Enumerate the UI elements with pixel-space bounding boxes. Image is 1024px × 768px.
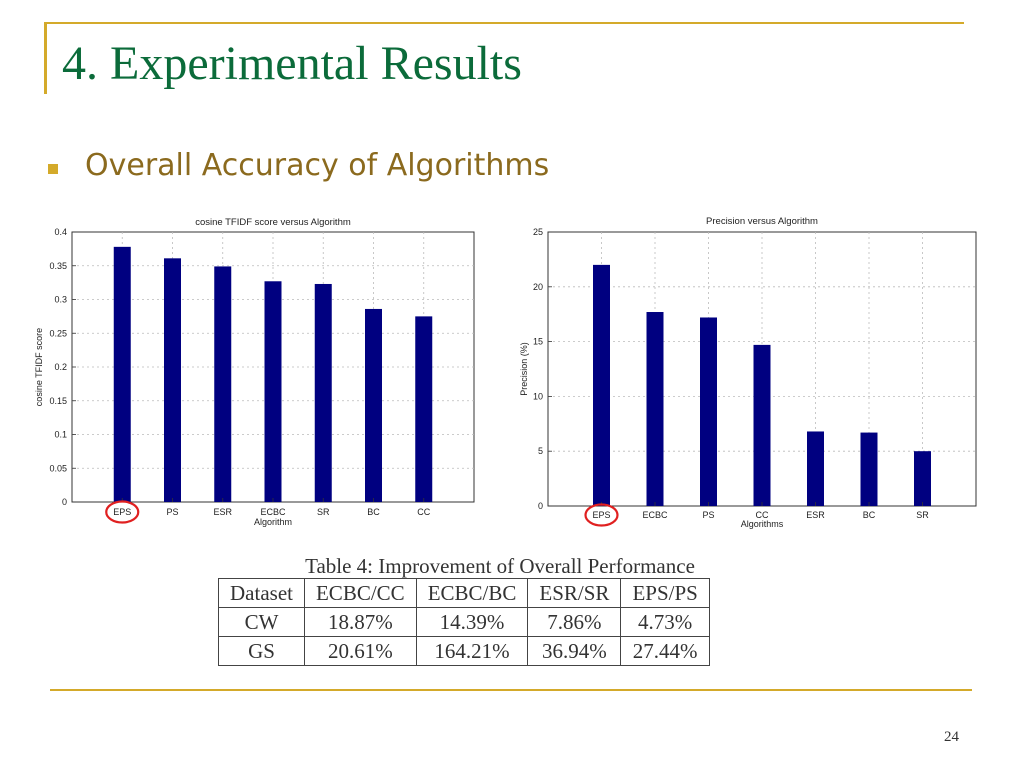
table-cell: 164.21%: [415, 636, 529, 666]
performance-table: Dataset ECBC/CC ECBC/BC ESR/SR EPS/PS CW…: [218, 578, 710, 666]
y-tick-label: 0.25: [49, 328, 67, 338]
x-tick-label: CC: [756, 510, 769, 520]
y-tick-label: 0.4: [54, 227, 67, 237]
y-tick-label: 0.05: [49, 463, 67, 473]
y-tick-label: 0.15: [49, 396, 67, 406]
y-tick-label: 20: [533, 282, 543, 292]
table-cell: 36.94%: [527, 636, 622, 666]
bar: [314, 283, 332, 502]
x-tick-label: BC: [367, 507, 380, 517]
bar: [593, 264, 610, 506]
table-caption: Table 4: Improvement of Overall Performa…: [305, 554, 695, 578]
x-tick-label: ESR: [806, 510, 825, 520]
table-cell: 20.61%: [303, 636, 417, 666]
x-tick-label: CC: [417, 507, 430, 517]
chart-title: cosine TFIDF score versus Algorithm: [195, 217, 351, 228]
y-tick-label: 10: [533, 391, 543, 401]
x-tick-label: ECBC: [642, 510, 668, 520]
y-tick-label: 0.35: [49, 261, 67, 271]
x-tick-label: EPS: [113, 507, 131, 517]
y-tick-label: 15: [533, 337, 543, 347]
y-tick-label: 5: [538, 446, 543, 456]
bar: [700, 317, 717, 506]
x-tick-label: EPS: [592, 510, 610, 520]
slide-title: 4. Experimental Results: [62, 37, 522, 90]
table-header-cell: ECBC/CC: [303, 578, 417, 608]
y-tick-label: 0.1: [54, 430, 67, 440]
table-cell: 18.87%: [303, 607, 417, 637]
table-header-cell: ESR/SR: [527, 578, 622, 608]
table-row: CW 18.87% 14.39% 7.86% 4.73%: [218, 607, 710, 637]
tfidf-bar-chart: 0 0.05 0.1 0.15 0.2 0.25 0.3 0.35 0.4 EPS PS ESR ECB…: [34, 217, 475, 527]
bar: [860, 432, 878, 506]
bar: [214, 266, 232, 502]
title-frame-top-rule: [44, 22, 964, 24]
y-tick-label: 0: [62, 497, 67, 507]
bottom-rule: [50, 689, 972, 691]
bar: [807, 431, 824, 506]
bar: [914, 451, 931, 506]
x-tick-label: ESR: [213, 507, 232, 517]
chart-title: Precision versus Algorithm: [706, 216, 818, 227]
y-tick-label: 25: [533, 227, 543, 237]
bullet-heading: Overall Accuracy of Algorithms: [85, 148, 550, 183]
bar: [646, 312, 664, 506]
table-cell: CW: [218, 607, 305, 637]
bar: [264, 281, 282, 502]
table-cell: 14.39%: [415, 607, 529, 637]
y-tick-label: 0.3: [54, 295, 67, 305]
x-axis-label: Algorithm: [254, 517, 292, 527]
x-tick-label: ECBC: [260, 507, 286, 517]
bar: [164, 258, 181, 502]
table-cell: 27.44%: [620, 636, 710, 666]
x-tick-label: PS: [166, 507, 178, 517]
x-tick-label: BC: [863, 510, 876, 520]
page-number: 24: [944, 729, 959, 745]
bar: [415, 316, 433, 502]
table-header-cell: Dataset: [218, 578, 305, 608]
bar: [365, 308, 382, 502]
highlight-circle: [105, 500, 140, 524]
table-cell: GS: [218, 636, 305, 666]
table-header-row: Dataset ECBC/CC ECBC/BC ESR/SR EPS/PS: [218, 578, 710, 608]
y-tick-label: 0.2: [54, 362, 67, 372]
precision-bar-chart: 0 5 10 15 20 25 EPS ECBC PS CC ESR BC SR Precision ve…: [519, 216, 977, 529]
bullet-square-icon: [48, 164, 58, 174]
y-axis-label: Precision (%): [519, 342, 529, 396]
bar: [753, 344, 771, 506]
table-cell: 7.86%: [527, 607, 622, 637]
y-tick-label: 0: [538, 501, 543, 511]
bar: [113, 246, 131, 502]
table-header-cell: ECBC/BC: [415, 578, 529, 608]
x-tick-label: SR: [916, 510, 929, 520]
x-axis-label: Algorithms: [741, 519, 784, 529]
title-frame-left-rule: [44, 22, 47, 94]
x-tick-label: SR: [317, 507, 330, 517]
table-header-cell: EPS/PS: [620, 578, 710, 608]
y-axis-label: cosine TFIDF score: [34, 328, 44, 406]
table-cell: 4.73%: [620, 607, 710, 637]
x-tick-label: PS: [702, 510, 714, 520]
table-row: GS 20.61% 164.21% 36.94% 27.44%: [218, 636, 710, 666]
highlight-circle: [584, 503, 619, 527]
